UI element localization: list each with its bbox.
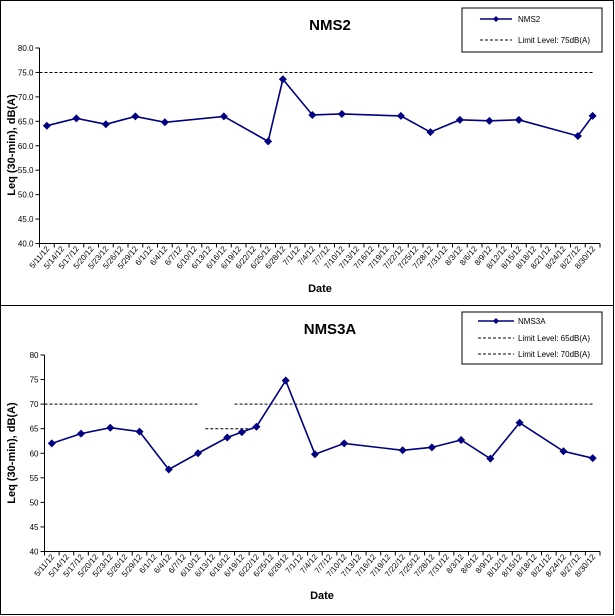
legend-marker-swatch [493, 318, 499, 324]
data-point [485, 116, 494, 125]
data-point [42, 121, 51, 130]
data-point [223, 433, 232, 442]
data-point [426, 128, 435, 137]
y-tick-label: 75.0 [18, 68, 34, 77]
data-point [164, 465, 173, 474]
y-axis-label: Leq (30-min), dB(A) [6, 402, 18, 504]
data-point [515, 418, 524, 427]
data-point [135, 427, 144, 436]
y-tick-label: 60 [30, 449, 39, 458]
y-tick-label: 70.0 [18, 93, 34, 102]
y-tick-label: 45 [30, 523, 39, 532]
data-point [264, 137, 273, 146]
y-tick-label: 40 [30, 548, 39, 557]
y-tick-label: 50.0 [18, 191, 34, 200]
legend-entry-limit: Limit Level: 75dB(A) [518, 36, 590, 45]
data-point [310, 450, 319, 459]
legend-entry-series: NMS2 [518, 15, 541, 24]
data-point [486, 454, 495, 463]
data-point [252, 422, 261, 431]
legend-entry-limit: Limit Level: 70dB(A) [518, 350, 590, 359]
data-point [101, 120, 110, 129]
legend-entry-limit: Limit Level: 65dB(A) [518, 334, 590, 343]
legend-entry-series: NMS3A [518, 317, 546, 326]
y-axis-label: Leq (30-min), dB(A) [6, 94, 18, 196]
legend: NMS2 Limit Level: 75dB(A) [461, 7, 603, 53]
data-point [47, 439, 56, 448]
y-tick-label: 80.0 [18, 44, 34, 53]
x-axis-label: Date [308, 283, 332, 295]
data-point [160, 118, 169, 127]
data-point [455, 115, 464, 124]
y-tick-label: 60.0 [18, 142, 34, 151]
chart-title: NMS3A [304, 321, 357, 338]
x-axis-label: Date [310, 590, 334, 602]
data-point [72, 114, 81, 123]
data-point [219, 112, 228, 121]
legend-marker-swatch [493, 16, 499, 22]
y-tick-label: 80 [30, 351, 39, 360]
data-point [398, 446, 407, 455]
data-point [559, 447, 568, 456]
data-point [131, 112, 140, 121]
data-point [281, 376, 290, 385]
data-point [106, 423, 115, 432]
data-point [427, 443, 436, 452]
data-point [337, 109, 346, 118]
data-point [340, 439, 349, 448]
data-point [396, 111, 405, 120]
data-point [308, 110, 317, 119]
y-tick-label: 65 [30, 425, 39, 434]
y-tick-label: 75 [30, 376, 39, 385]
data-point [457, 435, 466, 444]
y-tick-label: 40.0 [18, 240, 34, 249]
chart-title: NMS2 [309, 17, 351, 34]
y-tick-label: 65.0 [18, 117, 34, 126]
legend-box [461, 7, 603, 53]
y-tick-label: 55 [30, 474, 39, 483]
data-point [514, 115, 523, 124]
legend: NMS3A Limit Level: 65dB(A) Limit Level: … [461, 311, 603, 365]
y-tick-label: 50 [30, 498, 39, 507]
data-point [237, 428, 246, 437]
data-point [193, 449, 202, 458]
y-tick-label: 70 [30, 400, 39, 409]
y-tick-label: 45.0 [18, 215, 34, 224]
data-point [278, 75, 287, 84]
data-point [588, 454, 597, 463]
data-point [573, 131, 582, 140]
y-tick-label: 55.0 [18, 166, 34, 175]
data-point [588, 111, 597, 120]
data-point [77, 429, 86, 438]
